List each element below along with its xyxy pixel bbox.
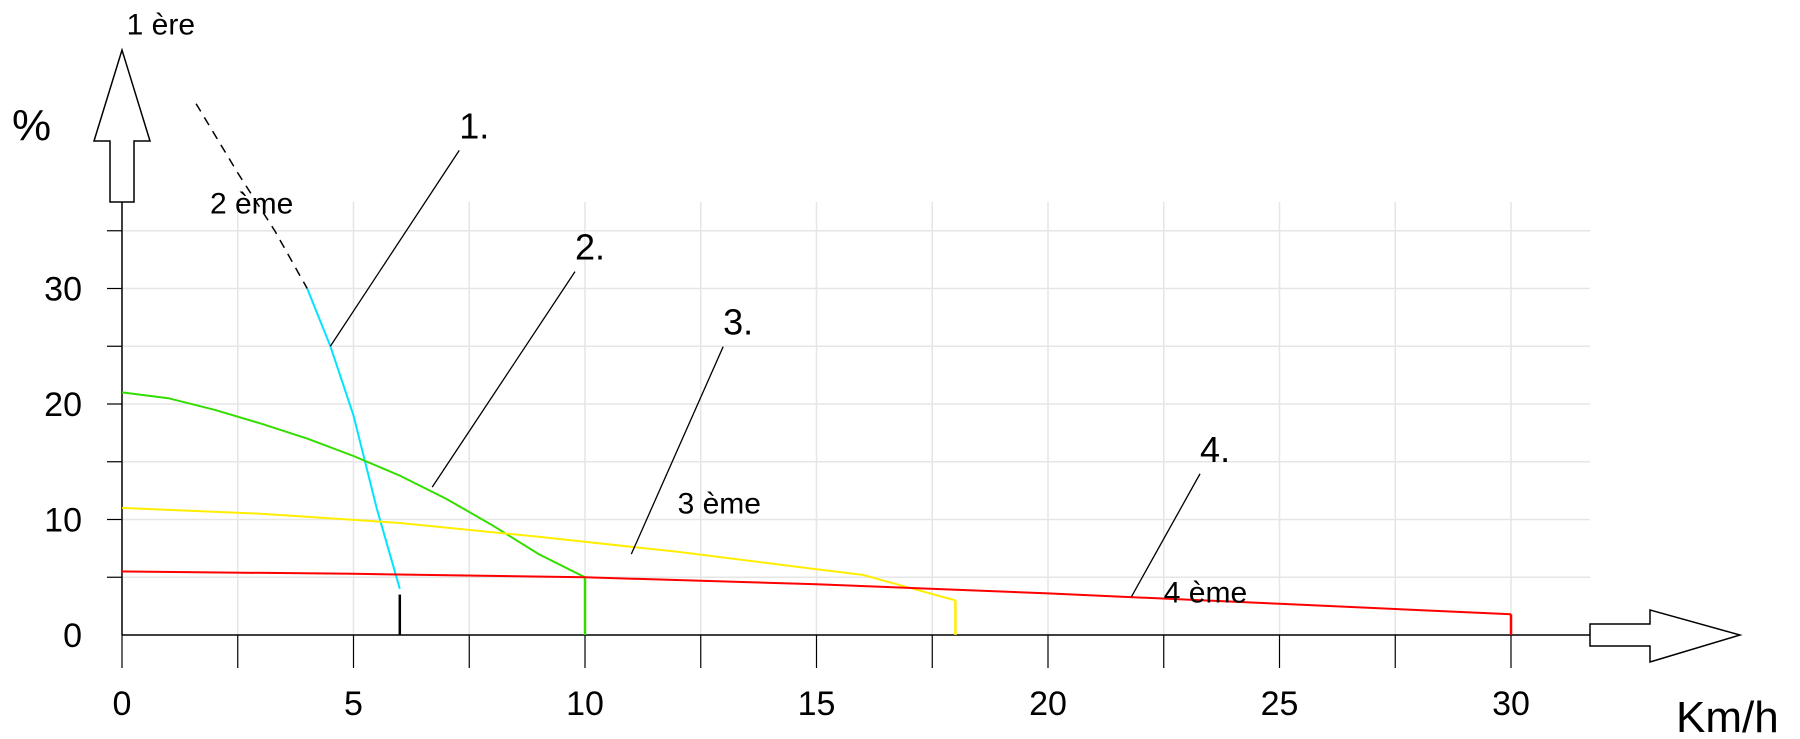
y-axis-label: % xyxy=(12,101,51,150)
callout-label-4: 4. xyxy=(1200,429,1230,470)
gear-label-3: 3 ème xyxy=(678,488,761,521)
labels: % Km/h 1 ère 2 ème 3 ème 4 ème xyxy=(12,8,1779,739)
x-tick-label: 20 xyxy=(1029,685,1067,723)
series-line-2 xyxy=(121,391,586,579)
y-tick-label: 10 xyxy=(44,502,82,540)
ticks: 0 5 10 15 20 25 30 0 10 20 30 xyxy=(44,230,1530,723)
gear-label-2: 2 ème xyxy=(210,187,293,220)
y-tick-label: 30 xyxy=(44,271,82,309)
x-tick-label: 30 xyxy=(1492,685,1530,723)
series-line-3 xyxy=(121,506,956,602)
x-tick-label: 15 xyxy=(798,685,836,723)
x-tick-label: 0 xyxy=(113,685,132,723)
callout-label-3: 3. xyxy=(723,302,753,343)
series-line-1 xyxy=(306,288,401,590)
y-tick-label: 0 xyxy=(63,617,82,655)
y-tick-label: 20 xyxy=(44,386,82,424)
x-tick-label: 25 xyxy=(1261,685,1299,723)
callout-leader-4 xyxy=(1130,473,1201,598)
callout-label-2: 2. xyxy=(575,227,605,268)
x-axis-label: Km/h xyxy=(1676,693,1779,739)
axes xyxy=(92,47,1743,664)
gear-label-1: 1 ère xyxy=(127,8,195,41)
x-tick-label: 5 xyxy=(344,685,363,723)
series-dashed-extension-1 xyxy=(195,103,308,289)
gear-label-4: 4 ème xyxy=(1164,577,1247,610)
series-line-4 xyxy=(121,570,1512,616)
callout-leader-1 xyxy=(329,149,460,347)
grid xyxy=(122,202,1590,635)
callout-leader-3 xyxy=(630,346,724,555)
callout-leader-2 xyxy=(431,271,576,488)
x-tick-label: 10 xyxy=(566,685,604,723)
callouts: 1. 2. 3. 4. xyxy=(329,105,1230,598)
x-axis-arrow-icon xyxy=(1589,609,1743,664)
callout-label-1: 1. xyxy=(459,105,489,146)
y-axis-arrow-icon xyxy=(92,47,152,203)
series xyxy=(121,103,1513,635)
